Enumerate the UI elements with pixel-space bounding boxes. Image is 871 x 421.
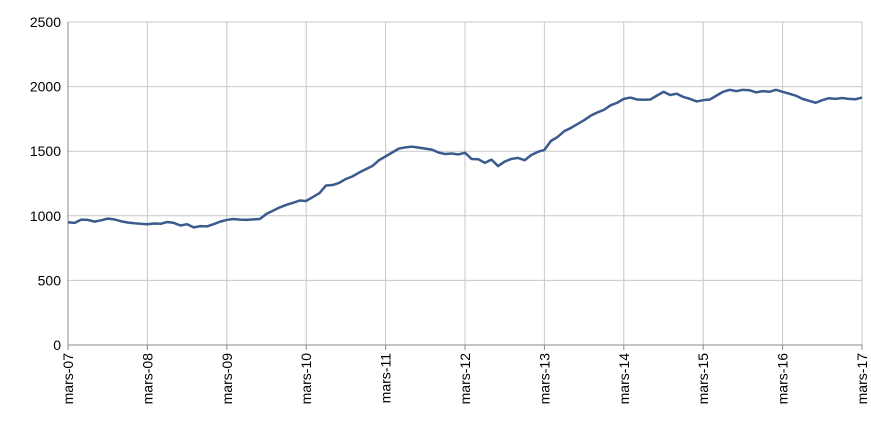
y-tick-label: 500: [38, 272, 62, 288]
x-tick-label: mars-07: [60, 353, 76, 405]
x-tick-label: mars-10: [298, 353, 314, 405]
x-tick-label: mars-13: [536, 353, 552, 405]
y-tick-label: 1000: [30, 208, 61, 224]
y-tick-label: 2000: [30, 79, 61, 95]
y-tick-label: 0: [53, 337, 61, 353]
x-tick-label: mars-09: [219, 353, 235, 405]
x-tick-label: mars-14: [616, 353, 632, 405]
x-tick-label: mars-15: [695, 353, 711, 405]
x-tick-label: mars-12: [457, 353, 473, 405]
y-tick-label: 1500: [30, 143, 61, 159]
x-tick-label: mars-16: [775, 353, 791, 405]
x-tick-label: mars-17: [854, 353, 870, 405]
x-tick-label: mars-08: [139, 353, 155, 405]
y-tick-label: 2500: [30, 14, 61, 30]
x-tick-label: mars-11: [378, 353, 394, 404]
data-line: [67, 88, 863, 229]
